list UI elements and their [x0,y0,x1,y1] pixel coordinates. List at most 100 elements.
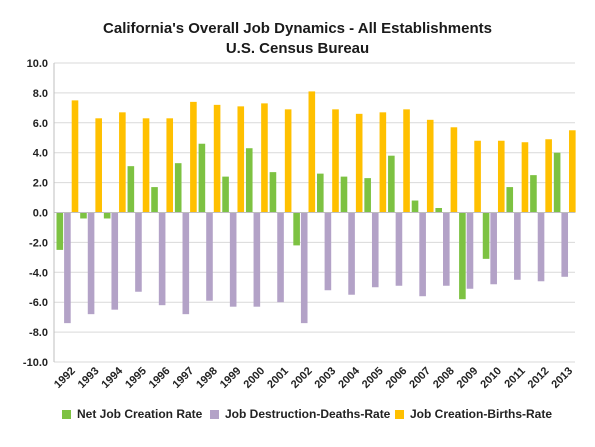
legend-label-job-destruction: Job Destruction-Deaths-Rate [225,407,391,421]
legend-label-job-creation-births: Job Creation-Births-Rate [410,407,553,421]
bar-net-job-creation [317,173,324,213]
y-tick-label: -10.0 [23,357,48,369]
bar-job-destruction [324,212,332,291]
x-tick-label: 1998 [194,365,220,391]
y-tick-label: 8.0 [33,88,48,100]
bar-job-destruction [466,212,474,289]
chart-subtitle: U.S. Census Bureau [225,40,370,57]
bar-job-creation-births [213,104,221,213]
bar-job-creation-births [71,100,79,213]
bar-net-job-creation [80,212,87,219]
bar-job-destruction [87,212,95,315]
bar-net-job-creation [103,212,111,219]
bar-job-destruction [64,212,71,324]
bar-job-creation-births [95,118,102,213]
x-tick-label: 2012 [526,365,552,391]
x-tick-label: 1993 [76,365,102,391]
bar-net-job-creation [245,148,253,213]
bar-job-destruction [514,212,521,280]
bar-net-job-creation [340,176,348,213]
x-tick-label: 2004 [336,364,362,390]
bar-net-job-creation [293,212,300,246]
bar-job-destruction [206,212,213,301]
x-tick-label: 2007 [407,365,433,391]
bar-job-destruction [419,212,426,297]
bar-job-destruction [443,212,450,286]
x-tick-label: 2008 [431,365,457,391]
bar-job-destruction [158,212,166,306]
legend-swatch-net-job-creation [62,409,71,419]
x-tick-label: 1995 [123,365,149,391]
x-tick-label: 2011 [502,365,527,390]
bar-net-job-creation [530,175,537,213]
bar-job-creation-births [261,103,268,213]
bar-job-creation-births [142,118,150,213]
y-tick-label: -6.0 [29,297,48,309]
x-tick-label: 2013 [549,365,575,391]
bar-job-creation-births [119,112,126,213]
bar-job-creation-births [237,106,245,213]
bar-job-creation-births [284,109,292,213]
bar-net-job-creation [411,200,419,213]
bar-job-destruction [371,212,379,288]
bar-net-job-creation [222,176,229,213]
y-tick-label: 4.0 [33,148,48,160]
bar-job-destruction [348,212,355,295]
x-tick-label: 2002 [289,365,315,391]
bar-job-creation-births [474,140,481,213]
bar-job-destruction [253,212,261,307]
x-tick-label: 2006 [384,365,410,391]
bar-net-job-creation [127,166,135,213]
legend-item-net-job-creation: Net Job Creation Rate [62,407,202,421]
bar-net-job-creation [553,152,561,213]
y-tick-label: -2.0 [29,237,48,249]
bar-net-job-creation [198,143,206,213]
bar-job-creation-births [308,91,316,213]
bar-job-destruction [490,212,497,285]
bar-job-creation-births [545,139,552,213]
y-tick-label: 2.0 [33,178,48,190]
y-tick-label: -4.0 [29,267,48,279]
bar-job-creation-births [426,119,434,213]
y-tick-label: 6.0 [33,118,48,130]
x-tick-label: 1997 [170,365,196,391]
bar-job-destruction [135,212,142,292]
x-tick-label: 1994 [99,364,125,390]
y-tick-label: -8.0 [29,327,48,339]
bar-net-job-creation [482,212,490,259]
legend-item-job-creation-births: Job Creation-Births-Rate [395,407,552,421]
y-tick-label: 10.0 [27,58,48,70]
bar-job-creation-births [403,109,410,213]
legend-swatch-job-creation-births [395,409,404,419]
bar-job-destruction [561,212,569,277]
x-tick-label: 2005 [360,365,386,391]
bar-job-destruction [277,212,284,303]
legend-label-net-job-creation: Net Job Creation Rate [77,407,203,421]
bar-net-job-creation [435,208,443,213]
x-tick-label: 2010 [478,365,504,391]
bar-job-creation-births [355,113,363,213]
bar-job-creation-births [450,127,458,213]
bar-job-destruction [111,212,119,310]
bar-net-job-creation [364,178,371,213]
bar-job-creation-births [569,130,576,213]
bar-net-job-creation [151,187,158,213]
bar-job-destruction [395,212,403,286]
bar-net-job-creation [269,172,277,213]
x-tick-label: 2001 [265,365,291,391]
bar-net-job-creation [174,163,182,213]
x-tick-label: 2009 [455,365,481,391]
bar-net-job-creation [506,187,514,213]
x-tick-label: 1996 [147,365,173,391]
y-tick-label: 0.0 [33,208,48,220]
bar-job-creation-births [521,142,529,213]
bar-job-creation-births [379,112,387,213]
bars-layer [56,91,576,324]
chart-title: California's Overall Job Dynamics - All … [103,20,492,37]
legend-swatch-job-destruction [210,409,219,419]
bar-job-destruction [229,212,237,307]
x-tick-label: 2003 [313,365,339,391]
bar-net-job-creation [459,212,466,300]
